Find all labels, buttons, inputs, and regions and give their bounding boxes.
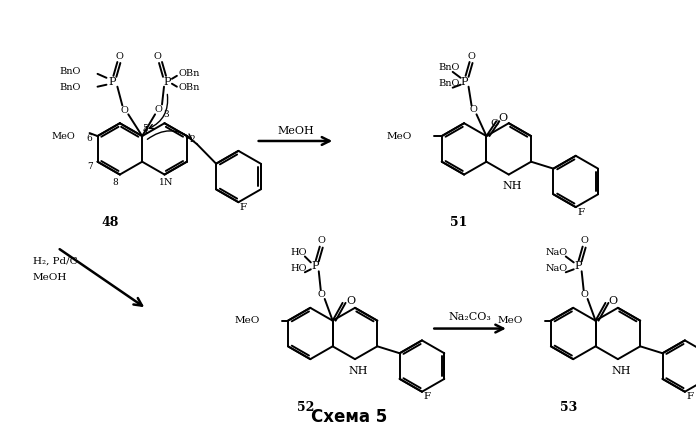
Text: MeO: MeO — [498, 316, 523, 325]
Text: 53: 53 — [560, 401, 577, 414]
Text: NH: NH — [611, 366, 630, 376]
Text: O: O — [154, 105, 162, 114]
Text: F: F — [240, 203, 247, 212]
Text: 48: 48 — [101, 217, 119, 230]
Text: N: N — [164, 178, 172, 187]
Text: MeOH: MeOH — [33, 273, 67, 282]
Text: F: F — [424, 392, 431, 401]
Text: BnO: BnO — [59, 67, 80, 76]
Text: 2: 2 — [189, 135, 194, 144]
Text: 5: 5 — [142, 124, 148, 133]
Text: BnO: BnO — [59, 83, 80, 92]
Text: O: O — [318, 289, 326, 299]
Text: 52: 52 — [296, 401, 314, 414]
Text: Na₂CO₃: Na₂CO₃ — [449, 312, 491, 322]
Text: 8: 8 — [112, 178, 117, 187]
Text: P: P — [461, 77, 468, 87]
Text: O: O — [153, 52, 161, 61]
Text: NaO: NaO — [546, 264, 568, 273]
Text: 6: 6 — [87, 134, 92, 142]
Text: H₂, Pd/C: H₂, Pd/C — [33, 257, 77, 266]
Text: O: O — [498, 113, 508, 123]
Text: MeO: MeO — [235, 316, 260, 325]
Text: 3: 3 — [164, 110, 169, 119]
Text: P: P — [164, 77, 171, 87]
Text: NH: NH — [502, 181, 521, 191]
Text: P: P — [311, 261, 319, 271]
Text: O: O — [470, 105, 477, 114]
Text: 51: 51 — [450, 217, 468, 230]
Text: P: P — [574, 261, 582, 271]
Text: O: O — [609, 296, 618, 306]
Text: BnO: BnO — [438, 63, 460, 72]
Text: 4: 4 — [143, 125, 148, 135]
Text: HO: HO — [290, 248, 307, 257]
Text: O: O — [468, 52, 475, 61]
Text: NaO: NaO — [546, 248, 568, 257]
Text: F: F — [577, 207, 584, 217]
Text: O: O — [581, 289, 589, 299]
Text: F: F — [686, 392, 693, 401]
Text: OBn: OBn — [179, 83, 200, 92]
Text: Схема 5: Схема 5 — [311, 408, 387, 426]
Text: 7: 7 — [87, 162, 94, 171]
Text: OBn: OBn — [179, 69, 200, 79]
Text: O: O — [490, 119, 498, 128]
Text: O: O — [346, 296, 355, 306]
Text: O: O — [318, 236, 326, 245]
Text: BnO: BnO — [438, 79, 460, 88]
Text: MeO: MeO — [387, 132, 412, 141]
Text: O: O — [581, 236, 589, 245]
Text: MeO: MeO — [52, 132, 75, 141]
Text: P: P — [108, 77, 116, 87]
Text: O: O — [120, 106, 128, 115]
Text: O: O — [115, 52, 123, 61]
Text: HO: HO — [290, 264, 307, 273]
Text: NH: NH — [348, 366, 368, 376]
Text: MeOH: MeOH — [277, 126, 314, 136]
Text: 1: 1 — [159, 178, 164, 187]
